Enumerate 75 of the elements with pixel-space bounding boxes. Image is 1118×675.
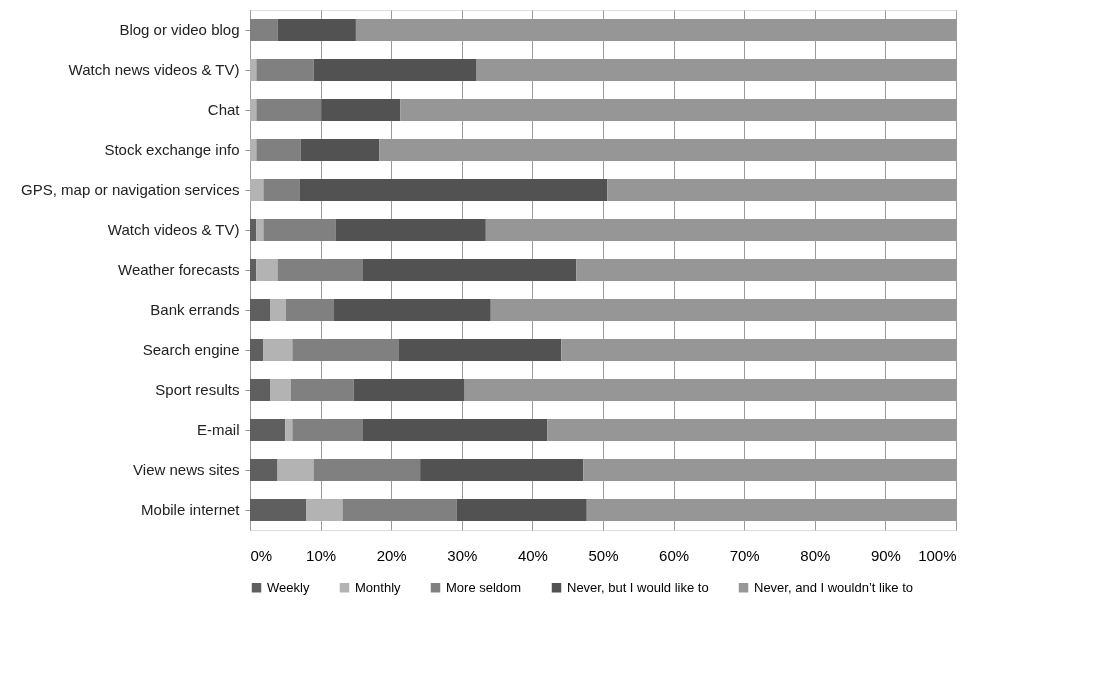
bar: [300, 139, 380, 161]
x-tick-label: 0%: [250, 546, 273, 564]
legend-label: Weekly: [267, 579, 310, 595]
x-tick-label: 20%: [376, 546, 407, 564]
bar: [334, 299, 491, 321]
y-tick-label: Chat: [207, 101, 241, 118]
x-tick-label: 90%: [870, 546, 901, 564]
bar: [250, 259, 257, 281]
bar: [456, 499, 587, 521]
bar: [342, 499, 457, 521]
bar: [277, 19, 356, 41]
bar: [256, 99, 322, 121]
bar: [292, 339, 399, 361]
x-tick-label: 60%: [659, 546, 690, 564]
y-tick-label: Weather forecasts: [118, 261, 240, 278]
y-tick-label: Search engine: [142, 341, 240, 358]
bar: [270, 379, 291, 401]
bar: [250, 299, 271, 321]
bar: [313, 59, 477, 81]
y-tick-label: E-mail: [196, 421, 240, 438]
bar: [250, 339, 264, 361]
legend-label: Never, and I wouldn’t like to: [754, 579, 913, 595]
bar: [292, 419, 363, 441]
bar: [286, 299, 335, 321]
x-tick-label: 70%: [729, 546, 760, 564]
bar: [263, 219, 336, 241]
x-tick-label: 80%: [800, 546, 831, 564]
y-tick-label: GPS, map or navigation services: [21, 181, 240, 198]
bar: [277, 459, 314, 481]
bar: [353, 379, 465, 401]
bar: [321, 99, 401, 121]
bar: [362, 259, 577, 281]
y-tick-label: Blog or video blog: [119, 21, 240, 38]
x-tick-label: 40%: [517, 546, 548, 564]
legend-label: Monthly: [355, 579, 402, 595]
bar: [335, 219, 486, 241]
bar: [250, 59, 257, 81]
bar: [250, 99, 257, 121]
bar: [362, 419, 548, 441]
bar: [256, 219, 264, 241]
bar: [313, 459, 421, 481]
x-tick-label: 30%: [447, 546, 478, 564]
bar: [270, 299, 287, 321]
bar: [250, 219, 257, 241]
bar: [256, 59, 314, 81]
bar: [250, 19, 278, 41]
y-tick-label: Bank errands: [150, 301, 240, 318]
bar: [256, 139, 301, 161]
y-tick-label: Sport results: [155, 381, 240, 398]
bar: [250, 139, 257, 161]
x-tick-label: 10%: [306, 546, 337, 564]
bar: [263, 339, 293, 361]
bar: [299, 179, 608, 201]
legend-label: More seldom: [446, 579, 522, 595]
bar: [250, 459, 278, 481]
bar: [306, 499, 343, 521]
bar: [398, 339, 562, 361]
bar: [250, 419, 286, 441]
y-tick-label: Watch news videos & TV): [68, 61, 240, 78]
bar: [250, 499, 307, 521]
y-tick-label: Watch videos & TV): [107, 221, 240, 238]
x-tick-label: 50%: [588, 546, 619, 564]
y-tick-label: Mobile internet: [141, 501, 241, 518]
bar: [250, 379, 271, 401]
bar: [256, 259, 278, 281]
x-tick-label: 100%: [918, 546, 957, 564]
y-tick-label: View news sites: [133, 461, 240, 478]
bar: [263, 179, 300, 201]
bar: [290, 379, 354, 401]
bar: [277, 259, 363, 281]
bar: [285, 419, 293, 441]
bar: [420, 459, 584, 481]
y-tick-label: Stock exchange info: [104, 141, 240, 158]
bar: [250, 179, 264, 201]
legend-label: Never, but I would like to: [567, 579, 709, 595]
